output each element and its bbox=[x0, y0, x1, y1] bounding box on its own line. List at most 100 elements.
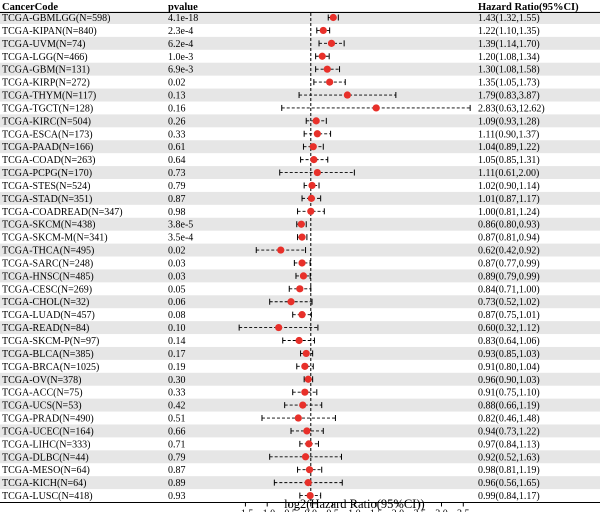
table-row: TCGA-LIHC(N=333) 0.71 0.97(0.84,1.13) bbox=[2, 439, 540, 450]
table-row: TCGA-THYM(N=117) 0.13 1.79(0.83,3.87) bbox=[2, 91, 540, 102]
cancer-code: TCGA-SARC(N=248) bbox=[2, 258, 93, 269]
pvalue: 0.33 bbox=[168, 129, 186, 140]
table-row: TCGA-BLCA(N=385) 0.17 0.93(0.85,1.03) bbox=[2, 349, 540, 360]
table-row: TCGA-ACC(N=75) 0.33 0.91(0.75,1.10) bbox=[2, 388, 540, 399]
cancer-code: TCGA-READ(N=84) bbox=[2, 323, 89, 334]
hr-point bbox=[313, 168, 321, 177]
table-row: TCGA-COAD(N=263) 0.64 1.05(0.85,1.31) bbox=[2, 155, 540, 166]
cancer-code: TCGA-SKCM(N=438) bbox=[2, 220, 95, 231]
hazard-ratio: 1.22(1.10,1.35) bbox=[478, 26, 540, 37]
cancer-code: TCGA-KIPAN(N=840) bbox=[2, 26, 97, 37]
table-row: TCGA-STES(N=524) 0.79 1.02(0.90,1.14) bbox=[2, 181, 540, 192]
hr-point bbox=[297, 220, 305, 228]
hazard-ratio: 0.84(0.71,1.00) bbox=[478, 284, 540, 295]
pvalue: 6.2e-4 bbox=[168, 39, 193, 50]
hazard-ratio: 1.39(1.14,1.70) bbox=[478, 39, 540, 50]
cancer-code: TCGA-GBMLGG(N=598) bbox=[2, 13, 110, 24]
hr-point bbox=[327, 39, 336, 47]
table-row: TCGA-TGCT(N=128) 0.16 2.83(0.63,12.62) bbox=[2, 103, 545, 114]
cancer-code: TCGA-UCEC(N=164) bbox=[2, 426, 94, 437]
x-axis: -1.5 -1.0 -0.5 0.0 0.5 1.0 1.5 2.0 2.5 3.0 3.5 bbox=[238, 502, 470, 512]
row-stripe bbox=[0, 372, 600, 386]
table-row: TCGA-LUAD(N=457) 0.08 0.87(0.75,1.01) bbox=[2, 310, 540, 321]
table-row: TCGA-STAD(N=351) 0.87 1.01(0.87,1.17) bbox=[2, 194, 540, 205]
x-tick-label: 1.0 bbox=[348, 509, 361, 512]
table-row: TCGA-CHOL(N=32) 0.06 0.73(0.52,1.02) bbox=[2, 297, 540, 308]
cancer-code: TCGA-COAD(N=263) bbox=[2, 155, 95, 166]
cancer-code: TCGA-SKCM-P(N=97) bbox=[2, 336, 99, 347]
pvalue: 0.05 bbox=[168, 284, 186, 295]
cancer-code: TCGA-UCS(N=53) bbox=[2, 401, 82, 412]
row-stripe bbox=[0, 11, 600, 24]
hr-point bbox=[305, 440, 313, 448]
hr-point bbox=[295, 336, 303, 345]
pvalue: 0.79 bbox=[168, 181, 186, 192]
pvalue: 0.03 bbox=[168, 258, 186, 269]
row-stripe bbox=[0, 243, 600, 257]
cancer-code: TCGA-OV(N=378) bbox=[2, 375, 82, 386]
pvalue: 0.30 bbox=[168, 375, 186, 386]
table-row: TCGA-COADREAD(N=347) 0.98 1.00(0.81,1.24) bbox=[2, 207, 540, 218]
hr-point bbox=[302, 349, 310, 358]
x-tick-label: 2.5 bbox=[413, 509, 426, 512]
table-row: TCGA-KIRC(N=504) 0.26 1.09(0.93,1.28) bbox=[2, 116, 540, 127]
row-stripe bbox=[0, 140, 600, 154]
cancer-code: TCGA-BLCA(N=385) bbox=[2, 349, 94, 360]
table-row: TCGA-KIRP(N=272) 0.02 1.35(1.05,1.73) bbox=[2, 78, 540, 89]
hr-point bbox=[298, 233, 306, 241]
table-row: TCGA-SARC(N=248) 0.03 0.87(0.77,0.99) bbox=[2, 258, 540, 269]
hazard-ratio: 0.94(0.73,1.22) bbox=[478, 426, 540, 437]
pvalue: 0.19 bbox=[168, 362, 186, 373]
cancer-code: TCGA-LUAD(N=457) bbox=[2, 310, 95, 321]
hr-point bbox=[307, 194, 316, 202]
table-row: TCGA-READ(N=84) 0.10 0.60(0.32,1.12) bbox=[2, 323, 540, 334]
table-row: TCGA-LUSC(N=418) 0.93 0.99(0.84,1.17) bbox=[2, 491, 540, 502]
cancer-code: TCGA-UVM(N=74) bbox=[2, 39, 85, 50]
cancer-code: TCGA-ESCA(N=173) bbox=[2, 129, 93, 140]
pvalue: 0.10 bbox=[168, 323, 186, 334]
cancer-code: TCGA-ACC(N=75) bbox=[2, 388, 83, 399]
hazard-ratio: 1.11(0.61,2.00) bbox=[478, 168, 539, 179]
hr-point bbox=[301, 388, 309, 396]
pvalue: 0.51 bbox=[168, 414, 186, 425]
cancer-code: TCGA-CESC(N=269) bbox=[2, 284, 92, 295]
hr-point bbox=[309, 143, 317, 151]
hr-point bbox=[287, 298, 295, 306]
x-tick-label: -1.5 bbox=[238, 509, 254, 512]
hazard-ratio: 1.35(1.05,1.73) bbox=[478, 78, 540, 89]
hr-point bbox=[277, 246, 285, 254]
cancer-code: TCGA-DLBC(N=44) bbox=[2, 452, 89, 463]
hazard-ratio: 1.05(0.85,1.31) bbox=[478, 155, 540, 166]
hr-point bbox=[307, 207, 315, 215]
pvalue: 0.17 bbox=[168, 349, 186, 360]
hr-point bbox=[319, 26, 327, 35]
pvalue: 0.93 bbox=[168, 491, 186, 502]
hr-point bbox=[299, 272, 308, 280]
hazard-ratio: 1.01(0.87,1.17) bbox=[478, 194, 540, 205]
hr-point bbox=[312, 117, 320, 125]
hazard-ratio: 0.87(0.81,0.94) bbox=[478, 233, 540, 244]
hr-point bbox=[301, 362, 309, 370]
hr-point bbox=[304, 479, 312, 487]
table-row: TCGA-UCS(N=53) 0.42 0.88(0.66,1.19) bbox=[2, 401, 540, 412]
pvalue: 0.66 bbox=[168, 426, 186, 437]
x-tick-label: 0.5 bbox=[326, 509, 339, 512]
pvalue: 1.0e-3 bbox=[168, 52, 193, 63]
pvalue: 0.79 bbox=[168, 452, 186, 463]
x-tick-label: -1.0 bbox=[259, 509, 275, 512]
x-axis-label: log2(Hazard Ratio(95%CI)) bbox=[284, 497, 425, 511]
hazard-ratio: 0.96(0.90,1.03) bbox=[478, 375, 540, 386]
hazard-ratio: 0.99(0.84,1.17) bbox=[478, 491, 540, 502]
hr-point bbox=[372, 104, 380, 112]
hazard-ratio: 0.83(0.64,1.06) bbox=[478, 336, 540, 347]
hazard-ratio: 0.97(0.84,1.13) bbox=[478, 439, 540, 450]
hr-point bbox=[298, 259, 306, 267]
hr-point bbox=[329, 13, 337, 22]
cancer-code: TCGA-BRCA(N=1025) bbox=[2, 362, 99, 373]
hr-point bbox=[323, 65, 331, 73]
hazard-ratio: 0.93(0.85,1.03) bbox=[478, 349, 540, 360]
table-row: TCGA-LGG(N=466) 1.0e-3 1.20(1.08,1.34) bbox=[2, 52, 540, 63]
x-axis-ticks: -1.5 -1.0 -0.5 0.0 0.5 1.0 1.5 2.0 2.5 3.0 3.5 bbox=[238, 502, 470, 512]
hazard-ratio: 1.20(1.08,1.34) bbox=[478, 52, 540, 63]
hazard-ratio: 1.09(0.93,1.28) bbox=[478, 116, 540, 127]
